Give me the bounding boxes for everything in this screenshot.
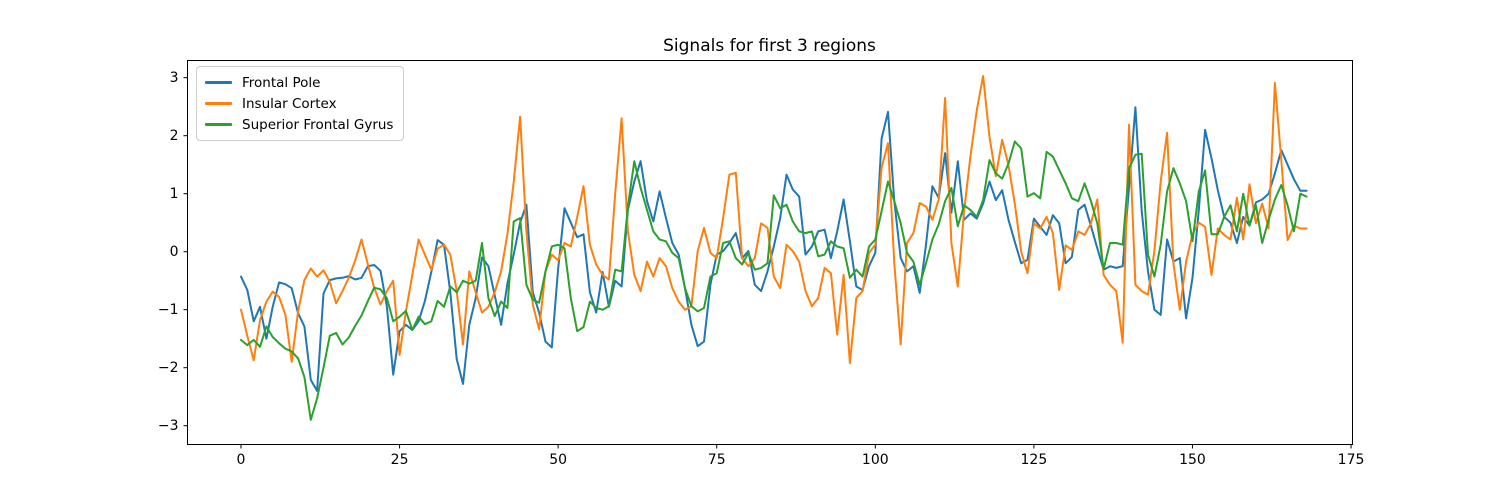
legend-item-superior-frontal-gyrus: Superior Frontal Gyrus [205,116,393,133]
legend-line-swatch-superior-frontal-gyrus [205,123,232,126]
y-tick-label: 0 [170,244,179,260]
legend-item-insular-cortex: Insular Cortex [205,95,393,112]
x-tick-label: 25 [391,452,409,468]
y-axis: −3 −2 −1 0 1 2 3 [158,70,188,434]
x-tick-label: 0 [237,452,246,468]
axes-frame [187,60,1353,445]
legend-label: Superior Frontal Gyrus [242,116,394,133]
legend-item-frontal-pole: Frontal Pole [205,74,393,91]
series-line-insular-cortex [240,75,1308,365]
x-tick-label: 175 [1338,452,1365,468]
y-tick-label: −1 [158,302,179,318]
legend-line-swatch-frontal-pole [205,81,232,84]
chart-title: Signals for first 3 regions [663,36,876,56]
x-tick-label: 150 [1179,452,1206,468]
y-tick-label: −2 [158,360,179,376]
y-tick-label: −3 [158,418,179,434]
legend-label: Insular Cortex [242,95,337,112]
y-tick-label: 3 [170,70,179,86]
legend-label: Frontal Pole [242,74,321,91]
series-lines [240,75,1308,421]
x-tick-label: 50 [549,452,567,468]
x-tick-label: 100 [862,452,889,468]
series-line-frontal-pole [240,106,1308,392]
legend-line-swatch-insular-cortex [205,102,232,105]
x-tick-label: 75 [708,452,726,468]
x-tick-label: 125 [1021,452,1048,468]
y-tick-label: 1 [170,186,179,202]
series-line-superior-frontal-gyrus [240,140,1308,421]
x-axis: 0 25 50 75 100 125 150 175 [237,444,1365,468]
legend: Frontal Pole Insular Cortex Superior Fro… [196,66,405,141]
y-tick-label: 2 [170,128,179,144]
